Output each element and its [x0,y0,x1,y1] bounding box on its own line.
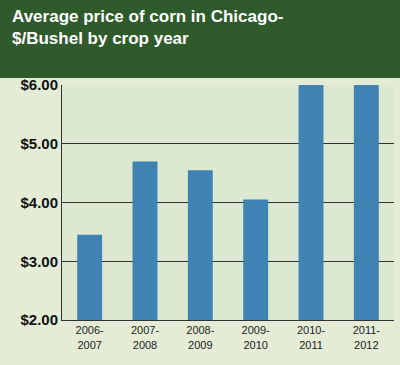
svg-text:2008-2009: 2008-2009 [186,324,214,350]
svg-text:$4.00: $4.00 [20,194,58,211]
svg-text:$6.00: $6.00 [20,76,58,93]
svg-text:2011-2012: 2011-2012 [353,324,381,350]
svg-text:Average price of corn in Chica: Average price of corn in Chicago-$/Bushe… [12,7,283,48]
svg-text:2006-2007: 2006-2007 [76,324,104,350]
svg-text:2009-2010: 2009-2010 [242,324,270,350]
svg-text:$5.00: $5.00 [20,135,58,152]
svg-text:2007-2008: 2007-2008 [131,324,159,350]
svg-text:$3.00: $3.00 [20,253,58,270]
svg-text:2010-2011: 2010-2011 [297,324,325,350]
svg-text:$2.00: $2.00 [20,311,58,328]
